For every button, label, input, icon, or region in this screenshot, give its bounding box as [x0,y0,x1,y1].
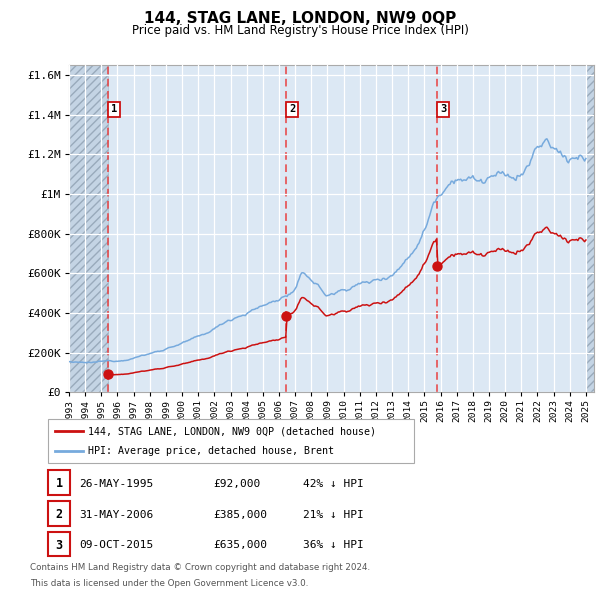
Text: 3: 3 [56,539,62,552]
Bar [69,65,108,392]
Text: 144, STAG LANE, LONDON, NW9 0QP: 144, STAG LANE, LONDON, NW9 0QP [144,11,456,25]
Text: HPI: Average price, detached house, Brent: HPI: Average price, detached house, Bren… [88,446,334,455]
Text: 144, STAG LANE, LONDON, NW9 0QP (detached house): 144, STAG LANE, LONDON, NW9 0QP (detache… [88,427,376,436]
Text: 1: 1 [111,104,117,114]
Text: 31-MAY-2006: 31-MAY-2006 [79,510,154,520]
Text: Price paid vs. HM Land Registry's House Price Index (HPI): Price paid vs. HM Land Registry's House … [131,24,469,37]
Text: 36% ↓ HPI: 36% ↓ HPI [303,540,364,550]
Text: £92,000: £92,000 [213,479,260,489]
Text: This data is licensed under the Open Government Licence v3.0.: This data is licensed under the Open Gov… [30,579,308,588]
Text: £385,000: £385,000 [213,510,267,520]
Bar [69,65,108,392]
Text: 26-MAY-1995: 26-MAY-1995 [79,479,154,489]
Text: £635,000: £635,000 [213,540,267,550]
Bar [586,65,594,392]
Bar [586,65,594,392]
Text: Contains HM Land Registry data © Crown copyright and database right 2024.: Contains HM Land Registry data © Crown c… [30,563,370,572]
Text: 2: 2 [56,508,62,521]
Text: 1: 1 [56,477,62,490]
Text: 2: 2 [289,104,295,114]
Text: 09-OCT-2015: 09-OCT-2015 [79,540,154,550]
Text: 3: 3 [440,104,446,114]
Text: 21% ↓ HPI: 21% ↓ HPI [303,510,364,520]
Text: 42% ↓ HPI: 42% ↓ HPI [303,479,364,489]
